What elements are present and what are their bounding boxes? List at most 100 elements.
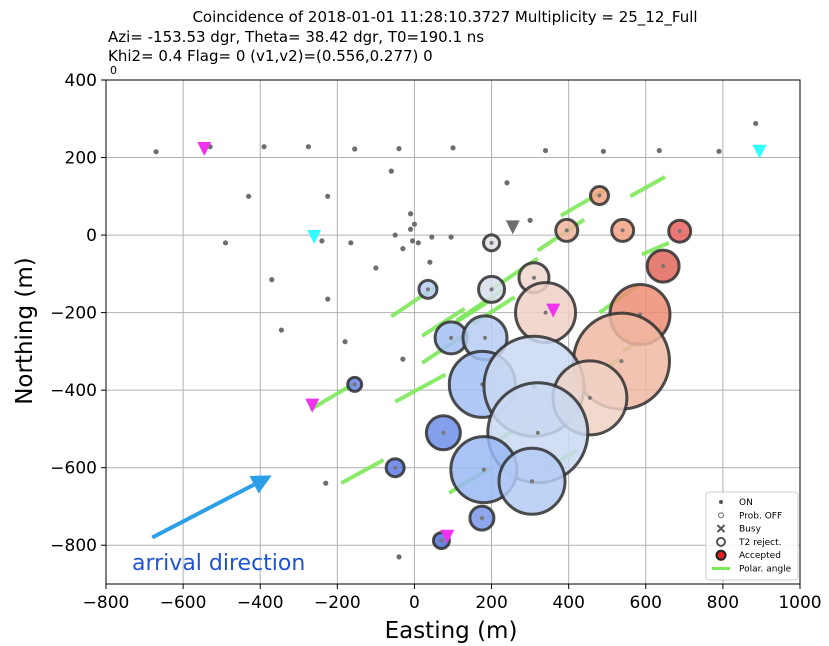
on-station-dot [325,193,331,199]
y-axis-label: Northing (m) [12,257,38,405]
station-center-dot [393,465,398,470]
polar-angle-line [340,458,385,485]
y-tick-label: 200 [65,149,97,169]
polar-angle-line [394,372,447,404]
on-station-dot [261,144,267,150]
magenta-triangle-marker [440,529,455,544]
on-station-dot [323,480,329,486]
plot-area [105,79,801,585]
magenta-triangle-marker [197,142,212,157]
polar-angle-line [309,382,354,412]
on-station-dot [450,145,456,151]
station-center-dot [531,275,536,280]
x-tick-label: 400 [552,593,584,613]
legend-label: ON [739,498,753,508]
station-center-dot [439,538,444,543]
station-center-dot [481,467,486,472]
on-station-dot [319,238,325,244]
station-center-dot [425,287,430,292]
legend-label: T2 reject. [738,538,782,548]
legend-busy-symbol [716,524,726,533]
station-center-dot [587,395,592,400]
station-center-dot [449,335,454,340]
x-tick-label: 200 [475,593,507,613]
station-center-dot [661,264,666,269]
station-center-dot [441,430,446,435]
on-station-dot [716,148,722,154]
legend: ON Prob. OFF Busy T2 reject. Accepted Polar. … [705,491,799,581]
polar-angle-line [629,175,667,199]
x-axis-ticks: −800 −600 −400 −200 0 200 400 600 800 1000 [83,584,822,613]
arrival-direction-label: arrival direction [132,551,305,576]
station-center-dot [597,193,602,198]
on-station-dot [153,149,159,155]
legend-label: Prob. OFF [739,511,782,521]
accepted-stations [346,185,693,551]
station-center-dot [483,335,488,340]
on-station-dot [407,211,414,217]
cyan-triangle-marker [307,230,322,245]
on-station-dot [342,339,348,345]
on-station-dot [278,327,285,333]
station-center-dot [352,382,357,387]
legend-t2-reject-symbol [716,536,726,547]
x-tick-label: 800 [707,593,739,613]
arrow-shaft [151,482,255,540]
x-axis-label: Easting (m) [385,618,518,644]
gray-triangle-marker [505,220,520,235]
on-station-dot [542,147,549,154]
on-station-dot [396,146,402,152]
magenta-triangle-marker [546,303,561,318]
on-station-dot [527,217,533,223]
station-center-dot [535,430,540,435]
triangle-markers [197,142,767,544]
on-station-dot [407,226,414,232]
on-station-dot [396,554,402,560]
x-tick-label: −200 [314,593,361,613]
on-station-dot [269,277,275,283]
station-center-dot [564,228,569,233]
y-tick-label: 400 [65,71,97,91]
station-center-dot [620,228,625,233]
legend-label: Polar. angle [739,565,792,575]
x-tick-label: 1000 [778,593,821,613]
on-station-dot [392,232,398,238]
on-station-dot [427,259,433,265]
x-tick-label: 0 [409,593,420,613]
on-station-dot [352,146,358,152]
y-tick-label: −800 [50,536,97,556]
station-center-dot [489,240,494,245]
on-station-dot [448,234,454,240]
station-center-dot [479,516,484,521]
legend-label: Accepted [739,551,781,561]
on-station-dot [400,356,406,362]
on-station-dot [409,238,416,244]
on-station-dot [415,240,421,246]
arrival-arrow [151,475,272,540]
corner-label: 0 [110,64,117,77]
on-station-dot [325,296,331,302]
on-station-dot [400,246,406,252]
on-station-dot [411,221,418,227]
y-tick-label: −600 [50,459,97,479]
on-station-dot [305,144,312,150]
on-station-dot [429,234,435,240]
y-tick-label: 0 [86,226,97,246]
on-station-dot [753,120,759,127]
x-tick-label: 600 [630,593,662,613]
y-tick-label: −200 [50,304,97,324]
magenta-triangle-marker [305,398,320,413]
on-station-dot [388,168,394,174]
station-center-dot [619,359,624,364]
legend-accepted-symbol [715,549,727,561]
x-tick-label: −800 [83,593,130,613]
polar-angle-line [641,240,670,257]
on-stations [153,120,759,560]
y-tick-label: −400 [50,381,97,401]
arrow-head [249,475,272,494]
on-station-dot [222,240,229,246]
station-center-dot [677,229,682,234]
legend-on-symbol [719,500,723,504]
on-station-dot [600,148,606,154]
